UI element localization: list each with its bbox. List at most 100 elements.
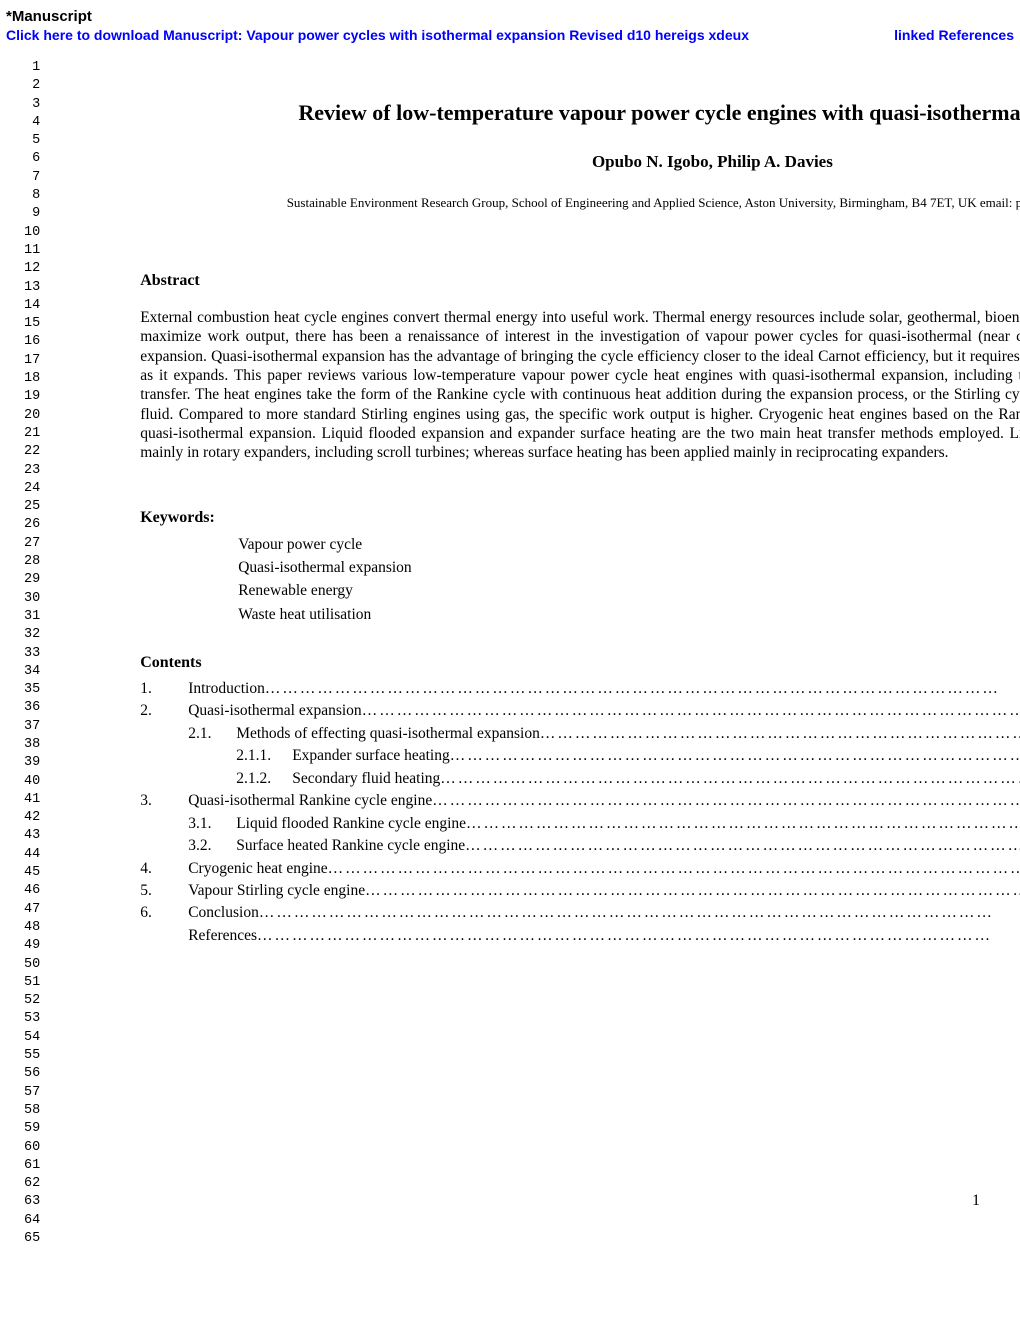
line-number: 63 bbox=[24, 1193, 52, 1211]
toc-number: 2.1.1. bbox=[236, 745, 292, 767]
toc-row: 2.1.1.Expander surface heating…………………………… bbox=[140, 745, 1020, 767]
toc-dots: …………………………………………………………………………………………………………… bbox=[365, 880, 1020, 902]
table-of-contents: 1.Introduction……………………………………………………………………… bbox=[140, 678, 1020, 948]
paper-title: Review of low-temperature vapour power c… bbox=[140, 99, 1020, 128]
line-number: 23 bbox=[24, 462, 52, 480]
line-number: 5 bbox=[24, 132, 52, 150]
keyword-item: Quasi-isothermal expansion bbox=[238, 556, 1020, 579]
line-number: 3 bbox=[24, 96, 52, 114]
toc-dots: …………………………………………………………………………………………………………… bbox=[440, 768, 1020, 790]
toc-row: 5.Vapour Stirling cycle engine…………………………… bbox=[140, 880, 1020, 902]
toc-dots: …………………………………………………………………………………………………………… bbox=[540, 723, 1020, 745]
line-number: 56 bbox=[24, 1065, 52, 1083]
toc-label: References bbox=[188, 925, 257, 947]
download-link[interactable]: Click here to download Manuscript: Vapou… bbox=[6, 27, 749, 43]
keywords-list: Vapour power cycleQuasi-isothermal expan… bbox=[140, 533, 1020, 626]
toc-dots: …………………………………………………………………………………………………………… bbox=[328, 858, 1020, 880]
linked-references-link[interactable]: linked References bbox=[894, 27, 1014, 43]
line-number: 35 bbox=[24, 681, 52, 699]
toc-number: 6. bbox=[140, 902, 188, 924]
line-number: 46 bbox=[24, 882, 52, 900]
toc-row: 2.Quasi-isothermal expansion………………………………… bbox=[140, 700, 1020, 722]
toc-dots: …………………………………………………………………………………………………………… bbox=[257, 925, 1020, 947]
line-number: 43 bbox=[24, 827, 52, 845]
toc-row: 3.Quasi-isothermal Rankine cycle engine…… bbox=[140, 790, 1020, 812]
line-number: 25 bbox=[24, 498, 52, 516]
toc-number bbox=[140, 925, 188, 947]
toc-dots: …………………………………………………………………………………………………………… bbox=[450, 745, 1020, 767]
header: *Manuscript Click here to download Manus… bbox=[0, 0, 1020, 43]
line-number: 39 bbox=[24, 754, 52, 772]
keyword-item: Renewable energy bbox=[238, 579, 1020, 602]
line-number: 8 bbox=[24, 187, 52, 205]
line-number: 15 bbox=[24, 315, 52, 333]
line-number: 29 bbox=[24, 571, 52, 589]
line-number: 12 bbox=[24, 260, 52, 278]
toc-dots: …………………………………………………………………………………………………………… bbox=[259, 902, 1020, 924]
line-number: 16 bbox=[24, 333, 52, 351]
line-number: 59 bbox=[24, 1120, 52, 1138]
toc-number: 3.1. bbox=[188, 813, 236, 835]
page-body: 1234567891011121314151617181920212223242… bbox=[0, 43, 1020, 1248]
line-number: 52 bbox=[24, 992, 52, 1010]
line-number: 10 bbox=[24, 224, 52, 242]
toc-label: Conclusion bbox=[188, 902, 259, 924]
toc-row: 3.1.Liquid flooded Rankine cycle engine…… bbox=[140, 813, 1020, 835]
line-number: 38 bbox=[24, 736, 52, 754]
line-number: 9 bbox=[24, 205, 52, 223]
line-number: 49 bbox=[24, 937, 52, 955]
toc-label: Vapour Stirling cycle engine bbox=[188, 880, 365, 902]
toc-row: 4.Cryogenic heat engine……………………………………………… bbox=[140, 858, 1020, 880]
line-number: 44 bbox=[24, 846, 52, 864]
contents-heading: Contents bbox=[140, 654, 1020, 672]
line-number: 2 bbox=[24, 77, 52, 95]
line-number: 13 bbox=[24, 279, 52, 297]
line-number: 24 bbox=[24, 480, 52, 498]
line-number: 57 bbox=[24, 1084, 52, 1102]
toc-number: 5. bbox=[140, 880, 188, 902]
line-number: 31 bbox=[24, 608, 52, 626]
line-number: 4 bbox=[24, 114, 52, 132]
line-number: 6 bbox=[24, 150, 52, 168]
toc-row: References………………………………………………………………………………… bbox=[140, 925, 1020, 947]
line-number: 40 bbox=[24, 773, 52, 791]
line-number: 21 bbox=[24, 425, 52, 443]
line-number: 45 bbox=[24, 864, 52, 882]
line-number: 20 bbox=[24, 407, 52, 425]
toc-row: 1.Introduction……………………………………………………………………… bbox=[140, 678, 1020, 700]
download-row: Click here to download Manuscript: Vapou… bbox=[6, 27, 1014, 43]
line-number: 22 bbox=[24, 443, 52, 461]
toc-dots: …………………………………………………………………………………………………………… bbox=[465, 835, 1020, 857]
line-number: 30 bbox=[24, 590, 52, 608]
line-numbers: 1234567891011121314151617181920212223242… bbox=[0, 55, 52, 1248]
page-number: 1 bbox=[972, 1192, 980, 1210]
line-number: 19 bbox=[24, 388, 52, 406]
toc-dots: …………………………………………………………………………………………………………… bbox=[432, 790, 1020, 812]
line-number: 33 bbox=[24, 645, 52, 663]
toc-label: Quasi-isothermal Rankine cycle engine bbox=[188, 790, 432, 812]
toc-number: 4. bbox=[140, 858, 188, 880]
toc-number: 2.1.2. bbox=[236, 768, 292, 790]
toc-label: Surface heated Rankine cycle engine bbox=[236, 835, 465, 857]
line-number: 48 bbox=[24, 919, 52, 937]
toc-label: Liquid flooded Rankine cycle engine bbox=[236, 813, 466, 835]
line-number: 65 bbox=[24, 1230, 52, 1248]
line-number: 32 bbox=[24, 626, 52, 644]
line-number: 18 bbox=[24, 370, 52, 388]
line-number: 7 bbox=[24, 169, 52, 187]
line-number: 42 bbox=[24, 809, 52, 827]
toc-number: 3.2. bbox=[188, 835, 236, 857]
line-number: 62 bbox=[24, 1175, 52, 1193]
line-number: 55 bbox=[24, 1047, 52, 1065]
line-number: 51 bbox=[24, 974, 52, 992]
authors: Opubo N. Igobo, Philip A. Davies bbox=[140, 152, 1020, 172]
toc-number: 3. bbox=[140, 790, 188, 812]
line-number: 37 bbox=[24, 718, 52, 736]
line-number: 26 bbox=[24, 516, 52, 534]
line-number: 17 bbox=[24, 352, 52, 370]
line-number: 11 bbox=[24, 242, 52, 260]
toc-dots: …………………………………………………………………………………………………………… bbox=[466, 813, 1020, 835]
toc-row: 2.1.Methods of effecting quasi-isotherma… bbox=[140, 723, 1020, 745]
toc-label: Secondary fluid heating bbox=[292, 768, 440, 790]
line-number: 61 bbox=[24, 1157, 52, 1175]
